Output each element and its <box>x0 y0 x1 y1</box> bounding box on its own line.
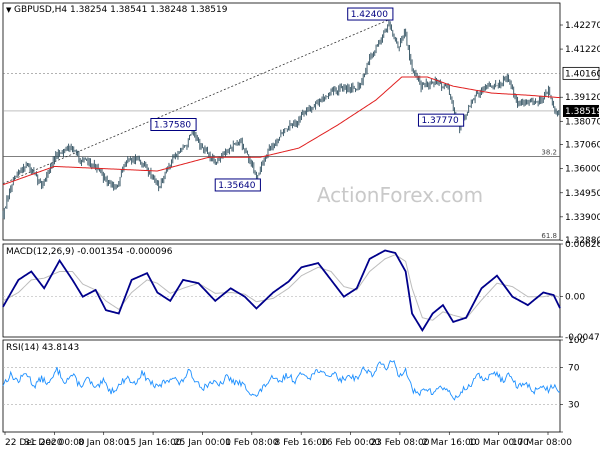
rsi-line <box>2 360 561 401</box>
price-tick-label-7: 1.33900 <box>565 213 600 223</box>
chart-header: GBPUSD,H4 1.38254 1.38541 1.38248 1.3851… <box>14 5 228 15</box>
price-tick-label-4: 1.37060 <box>565 140 600 150</box>
price-tick-label-5: 1.36000 <box>565 165 600 175</box>
price-annotation-box-3 <box>417 113 465 127</box>
price-annotation-text-3: 1.37770 <box>421 116 458 126</box>
macd-header: MACD(12,26,9) -0.001354 -0.000096 <box>6 247 173 257</box>
current-price-tag-text: 1.38519 <box>565 107 600 117</box>
x-tick-label-7: 16 Feb 00:00 <box>321 438 380 448</box>
price-tick-label-6: 1.34950 <box>565 189 600 199</box>
price-annotation-box-2 <box>214 178 261 192</box>
price-annotation-box-1 <box>150 118 197 132</box>
x-tick-label-10: 10 Mar 00:00 <box>469 438 529 448</box>
macd-main-line <box>2 249 561 333</box>
fib-label-2: 38.2 <box>541 148 557 156</box>
current-price-tag: 1.38519 <box>563 104 600 117</box>
price-tick-label-3: 1.38070 <box>565 117 600 127</box>
rsi-panel-frame <box>2 339 561 433</box>
level-price-tag: 1.40160 <box>562 66 600 80</box>
macd-tick-label-1: 0.00 <box>565 293 585 303</box>
fib-label-3: 61.8 <box>541 232 557 240</box>
x-tick-label-3: 15 Jan 16:00 <box>125 438 182 448</box>
moving-average-line <box>2 76 561 186</box>
x-tick-label-5: 1 Feb 08:00 <box>225 438 279 448</box>
macd-tick-label-0: 0.006268 <box>565 240 600 250</box>
candles <box>2 18 561 220</box>
price-tick-label-0: 1.42270 <box>565 21 600 31</box>
price-annotation-2: 1.35640 <box>214 178 261 192</box>
macd-tick-label-2: -0.004793 <box>565 333 600 343</box>
x-tick-label-1: 31 Dec 00:00 <box>24 438 85 448</box>
level-price-tag-box <box>562 66 600 80</box>
price-annotation-text-0: 1.42400 <box>351 10 388 20</box>
rsi-header: RSI(14) 43.8143 <box>6 343 79 353</box>
price-tick-label-8: 1.32880 <box>565 236 600 246</box>
x-tick-label-6: 8 Feb 16:00 <box>275 438 329 448</box>
price-annotation-box-0 <box>347 7 394 21</box>
chart-menu-icon: ▼ <box>6 6 12 14</box>
trendline <box>2 19 390 184</box>
x-tick-label-2: 8 Jan 08:00 <box>78 438 130 448</box>
watermark-text: ActionForex.com <box>317 183 483 207</box>
price-annotation-3: 1.37770 <box>417 113 465 127</box>
rsi-tick-label-0: 100 <box>568 336 585 346</box>
x-tick-label-4: 25 Jan 00:00 <box>174 438 231 448</box>
macd-panel-frame <box>2 243 561 338</box>
x-tick-label-0: 22 Dec 2020 <box>5 438 63 448</box>
price-annotation-text-1: 1.37580 <box>154 121 191 131</box>
price-tick-label-2: 1.39120 <box>565 93 600 103</box>
price-annotation-text-2: 1.35640 <box>218 181 255 191</box>
x-tick-label-9: 2 Mar 16:00 <box>422 438 477 448</box>
price-annotation-1: 1.37580 <box>150 118 197 132</box>
price-annotation-0: 1.42400 <box>347 7 394 21</box>
rsi-tick-label-2: 30 <box>568 400 580 410</box>
price-tick-label-1: 1.41220 <box>565 45 600 55</box>
level-price-tag-text: 1.40160 <box>565 69 600 79</box>
current-price-tag-box <box>563 104 599 117</box>
x-tick-label-11: 17 Mar 08:00 <box>512 438 572 448</box>
rsi-tick-label-1: 70 <box>568 364 580 374</box>
x-tick-label-8: 23 Feb 08:00 <box>370 438 429 448</box>
